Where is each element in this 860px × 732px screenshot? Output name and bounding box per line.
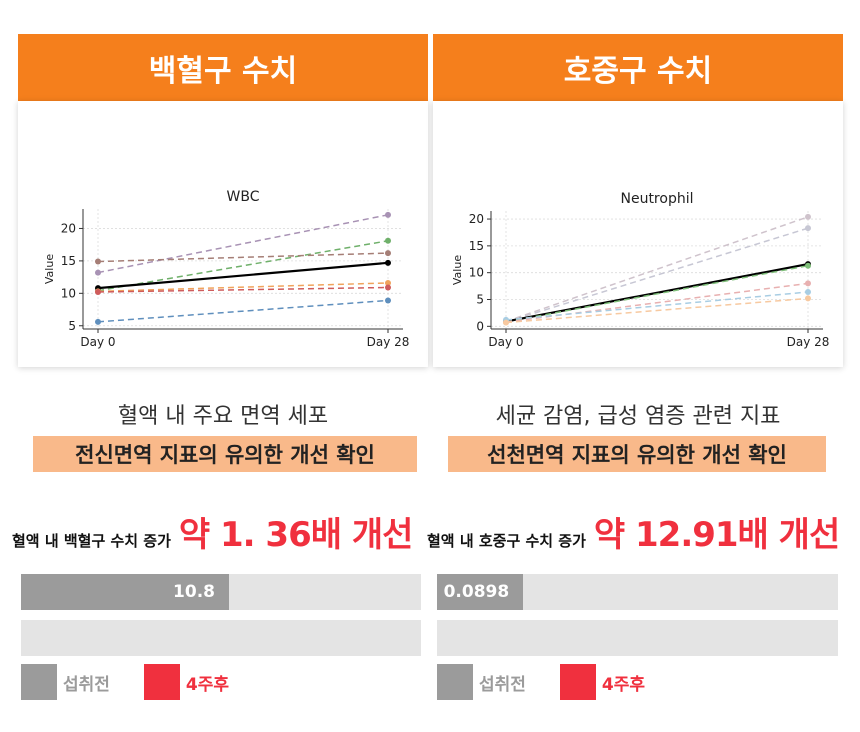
data-point <box>385 237 391 244</box>
series-line-4 <box>505 264 809 323</box>
series-line-6 <box>505 291 809 321</box>
data-point <box>805 280 811 287</box>
data-point <box>805 225 811 232</box>
legend-before-swatch <box>21 664 57 700</box>
y-axis-label: Value <box>451 255 464 285</box>
data-point <box>385 250 391 257</box>
neutrophil-description: 세균 감염, 급성 염증 관련 지표 <box>495 404 781 429</box>
wbc-increase-label: 혈액 내 백혈구 수치 증가 <box>12 532 171 550</box>
legend-before-swatch <box>437 664 473 700</box>
series-line-2 <box>97 240 389 292</box>
legend-after-swatch <box>143 664 180 700</box>
data-point <box>805 295 811 302</box>
data-point <box>385 211 391 218</box>
y-tick-label: 5 <box>476 293 484 307</box>
y-tick-label: 10 <box>469 266 484 280</box>
chart-title: Neutrophil <box>620 191 693 207</box>
data-point <box>385 284 391 291</box>
neutrophil-highlight: 선천면역 지표의 유의한 개선 확인 <box>448 436 826 472</box>
neutrophil-bar-before: 0.0898 <box>437 574 838 610</box>
series-line-7 <box>505 297 809 324</box>
wbc-chart-card: WBC 5 10 15 20 Day 0 Day 28 Value <box>18 101 428 367</box>
wbc-panel: 백혈구 수치 WBC 5 10 15 20 Day 0 Day 28 Value <box>18 34 428 367</box>
neutrophil-legend: 섭취전 4주후 <box>437 664 679 700</box>
data-point <box>805 213 811 220</box>
wbc-bar-after <box>21 620 421 656</box>
y-tick-label: 15 <box>469 239 484 253</box>
y-tick-label: 5 <box>68 319 76 333</box>
neutrophil-bar-after <box>437 620 838 656</box>
neutrophil-header: 호중구 수치 <box>433 34 843 101</box>
legend-after-swatch <box>559 664 596 700</box>
wbc-bar-before: 10.8 <box>21 574 421 610</box>
data-point <box>805 288 811 295</box>
wbc-highlight: 전신면역 지표의 유의한 개선 확인 <box>33 436 417 472</box>
series-line-7 <box>97 299 389 323</box>
wbc-chart: WBC 5 10 15 20 Day 0 Day 28 Value <box>43 189 410 349</box>
series-line-2 <box>505 227 809 323</box>
legend-after-label: 4주후 <box>185 674 230 695</box>
data-point <box>95 269 101 276</box>
legend-before-label: 섭취전 <box>63 674 110 695</box>
data-point <box>95 258 101 265</box>
neutrophil-chart: Neutrophil 0 5 10 15 20 Day 0 Day 28 Value <box>451 191 830 349</box>
data-point <box>385 279 391 286</box>
series-line-4 <box>97 261 389 290</box>
wbc-increase-value: 약 1. 36배 개선 <box>178 515 414 555</box>
legend-before-label: 섭취전 <box>479 674 526 695</box>
neutrophil-increase-label: 혈액 내 호중구 수치 증가 <box>427 532 586 550</box>
x-tick-label: Day 0 <box>80 335 115 349</box>
series-line-5 <box>97 282 389 293</box>
data-point <box>385 259 391 266</box>
series-line-1 <box>505 216 809 323</box>
wbc-legend: 섭취전 4주후 <box>21 664 263 700</box>
neutrophil-chart-card: Neutrophil 0 5 10 15 20 Day 0 Day 28 Value <box>433 101 843 367</box>
y-axis-label: Value <box>43 254 56 284</box>
x-tick-label: Day 28 <box>787 335 830 349</box>
chart-title: WBC <box>227 189 260 205</box>
neutrophil-increase-value: 약 12.91배 개선 <box>593 515 840 555</box>
wbc-bar-before-fill: 10.8 <box>21 574 229 610</box>
data-point <box>805 262 811 269</box>
data-point <box>95 289 101 296</box>
data-point <box>385 297 391 304</box>
y-tick-label: 15 <box>61 254 76 268</box>
data-point <box>503 319 509 326</box>
neutrophil-bar-before-fill: 0.0898 <box>437 574 524 610</box>
wbc-description: 혈액 내 주요 면역 세포 <box>117 404 329 429</box>
y-tick-label: 20 <box>469 212 484 226</box>
neutrophil-panel: 호중구 수치 Neutrophil 0 5 10 15 20 Day 0 Day 28 Valu… <box>433 34 843 367</box>
series-line-6 <box>97 286 389 293</box>
y-tick-label: 0 <box>476 319 484 333</box>
wbc-increase: 혈액 내 백혈구 수치 증가 약 1. 36배 개선 <box>12 507 414 556</box>
x-tick-label: Day 28 <box>367 335 410 349</box>
y-tick-label: 20 <box>61 221 76 235</box>
wbc-header: 백혈구 수치 <box>18 34 428 101</box>
neutrophil-increase: 혈액 내 호중구 수치 증가 약 12.91배 개선 <box>427 507 840 556</box>
series-line-1 <box>97 214 389 274</box>
series-line-3 <box>97 252 389 263</box>
legend-after-label: 4주후 <box>601 674 646 695</box>
y-tick-label: 10 <box>61 286 76 300</box>
x-tick-label: Day 0 <box>488 335 523 349</box>
data-point <box>95 318 101 325</box>
